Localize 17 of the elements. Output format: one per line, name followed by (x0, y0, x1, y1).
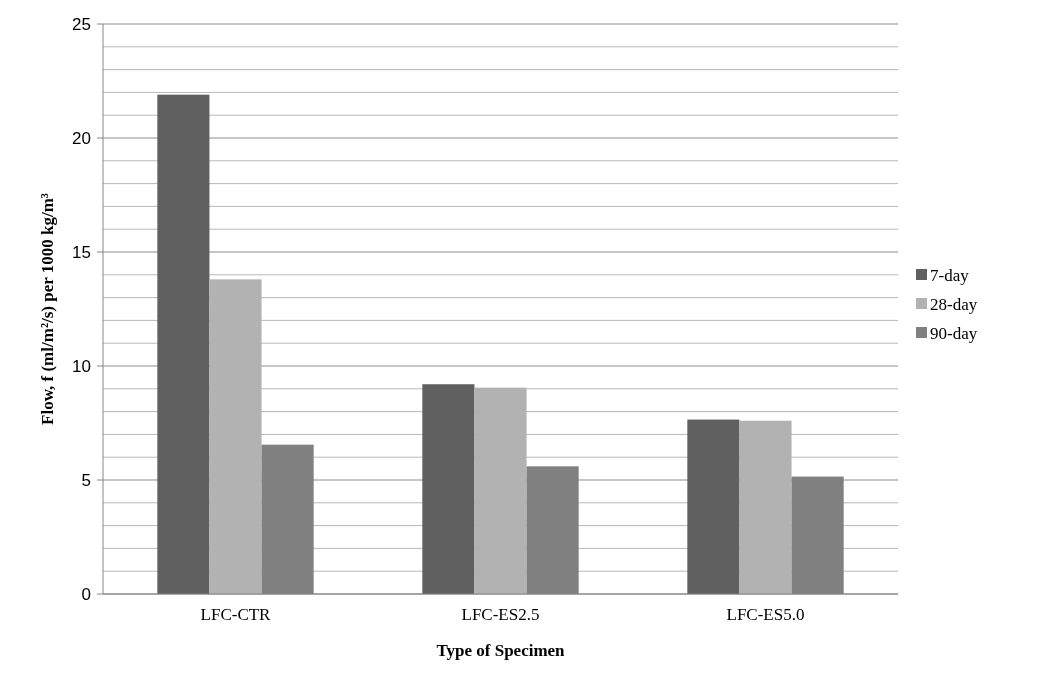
x-tick-label: LFC-CTR (200, 605, 272, 624)
legend-label: 90-day (930, 323, 978, 343)
y-tick-label: 5 (81, 470, 91, 490)
y-tick-label: 0 (81, 584, 91, 604)
bar (687, 419, 740, 594)
x-tick-label: LFC-ES2.5 (461, 605, 540, 624)
y-axis-title: Flow, f (ml/m²/s) per 1000 kg/m³ (38, 193, 57, 425)
y-tick-label: 25 (72, 14, 91, 34)
y-tick-label: 20 (72, 128, 91, 148)
legend-label: 28-day (930, 294, 978, 314)
y-tick-label: 15 (72, 242, 91, 262)
y-tick-label: 10 (72, 356, 91, 376)
bar (157, 94, 210, 594)
x-axis-title: Type of Specimen (436, 641, 566, 660)
x-tick-label: LFC-ES5.0 (726, 605, 805, 624)
bar (422, 384, 475, 594)
legend-label: 7-day (930, 265, 970, 285)
